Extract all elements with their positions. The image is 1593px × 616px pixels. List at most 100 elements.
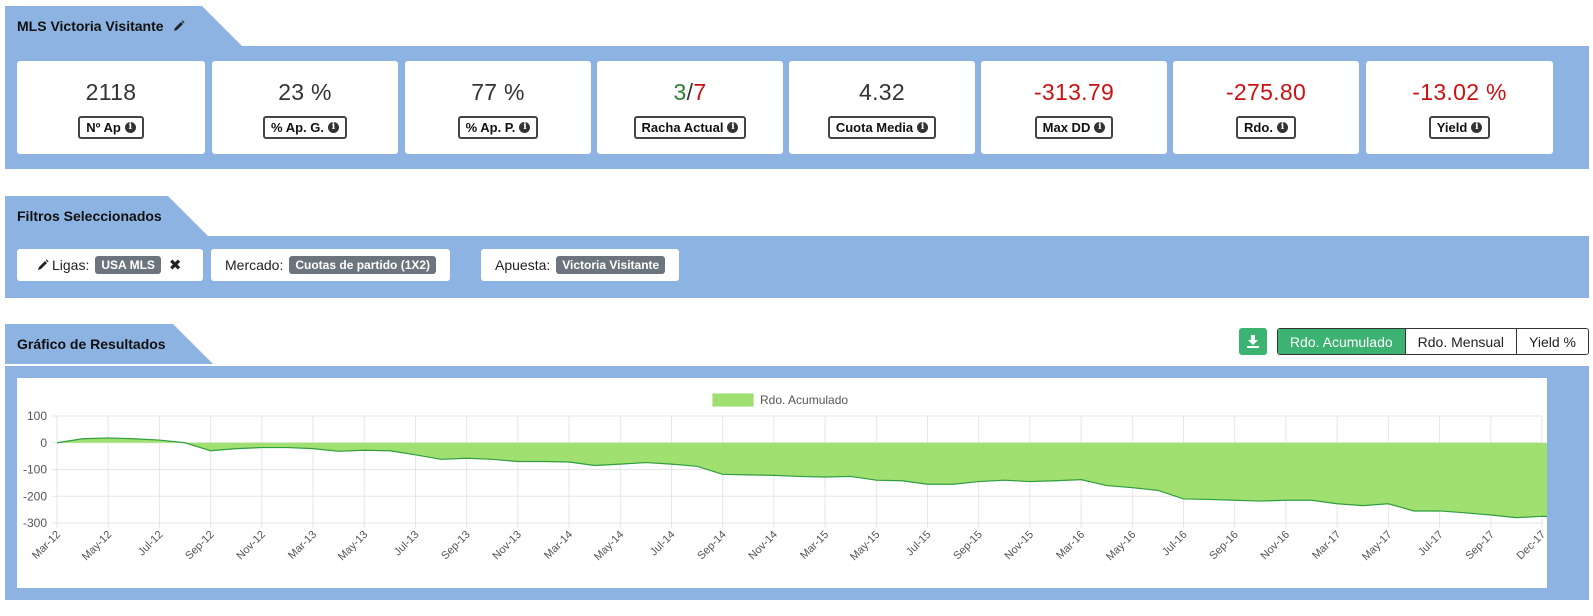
stat-label-button[interactable]: Cuota Media i bbox=[827, 116, 937, 139]
stat-label-button[interactable]: Yield i bbox=[1428, 116, 1491, 139]
chart-panel: 100 0 -100 -200 -300 Mar-12 May-12 Jul-12 Sep-12… bbox=[5, 366, 1589, 600]
stat-value: 77 % bbox=[471, 79, 525, 105]
stat-card-won-pct: 23 % % Ap. G. i bbox=[212, 61, 398, 154]
mode-monthly-button[interactable]: Rdo. Mensual bbox=[1404, 329, 1517, 354]
stats-panel: 2118 Nº Ap i 23 % % Ap. G. i 77 % % Ap. P.… bbox=[5, 46, 1589, 169]
stat-value: 4.32 bbox=[859, 79, 905, 105]
x-tick-label: May-12 bbox=[80, 529, 114, 563]
mode-yield-button[interactable]: Yield % bbox=[1516, 329, 1588, 354]
chart-toolbar: Rdo. Acumulado Rdo. Mensual Yield % bbox=[1238, 328, 1589, 355]
streak-won: 3 bbox=[673, 79, 687, 105]
x-tick-label: Sep-13 bbox=[439, 529, 473, 563]
filter-bet[interactable]: Apuesta: Victoria Visitante bbox=[481, 249, 680, 281]
stat-value: 23 % bbox=[278, 79, 332, 105]
stat-value: 3/7 bbox=[674, 79, 707, 106]
info-icon: i bbox=[917, 122, 929, 133]
x-tick-label: Mar-12 bbox=[30, 529, 63, 562]
stat-label-button[interactable]: Nº Ap i bbox=[78, 116, 144, 139]
chart-title: Gráfico de Resultados bbox=[17, 336, 166, 352]
stat-label-button[interactable]: Max DD i bbox=[1034, 116, 1114, 139]
pencil-icon[interactable] bbox=[173, 20, 185, 32]
stat-card-lost-pct: 77 % % Ap. P. i bbox=[405, 61, 591, 154]
x-tick-label: Jul-14 bbox=[648, 529, 678, 559]
y-tick-label: -200 bbox=[23, 489, 47, 503]
x-tick-label: Nov-15 bbox=[1002, 529, 1036, 563]
info-icon: i bbox=[1471, 122, 1483, 133]
x-tick-label: Jul-13 bbox=[392, 529, 422, 559]
x-tick-label: Mar-14 bbox=[542, 529, 575, 562]
stat-card-yield: -13.02 % Yield i bbox=[1366, 61, 1553, 154]
x-tick-label: Mar-17 bbox=[1310, 529, 1343, 562]
filters-panel: Ligas: USA MLS ✖ Mercado: Cuotas de part… bbox=[5, 236, 1589, 298]
legend-label: Rdo. Acumulado bbox=[760, 393, 848, 407]
stat-value: 2118 bbox=[85, 79, 137, 105]
chart-container: 100 0 -100 -200 -300 Mar-12 May-12 Jul-12 Sep-12… bbox=[17, 378, 1547, 588]
download-button[interactable] bbox=[1238, 328, 1267, 355]
info-icon: i bbox=[1276, 122, 1288, 133]
legend-swatch bbox=[712, 393, 754, 407]
stat-card-streak: 3/7 Racha Actual i bbox=[597, 61, 783, 154]
y-tick-label: -100 bbox=[23, 463, 47, 477]
stat-card-max-dd: -313.79 Max DD i bbox=[981, 61, 1167, 154]
x-tick-label: Dec-17 bbox=[1515, 529, 1547, 563]
x-tick-label: May-15 bbox=[848, 529, 882, 563]
x-tick-label: Sep-12 bbox=[183, 529, 217, 563]
x-tick-label: May-16 bbox=[1104, 529, 1138, 563]
stat-card-bets: 2118 Nº Ap i bbox=[17, 61, 205, 154]
stat-value: -275.80 bbox=[1225, 79, 1307, 105]
x-tick-label: May-14 bbox=[592, 529, 626, 563]
x-tick-label: Sep-14 bbox=[695, 529, 729, 563]
y-tick-label: -300 bbox=[23, 516, 47, 530]
streak-separator: / bbox=[686, 79, 694, 105]
x-tick-label: Sep-15 bbox=[951, 529, 985, 563]
stat-label-button[interactable]: Rdo. i bbox=[1236, 116, 1296, 139]
filter-value-badge: USA MLS bbox=[95, 256, 161, 274]
stat-label-button[interactable]: Racha Actual i bbox=[633, 116, 747, 139]
filter-value-badge: Cuotas de partido (1X2) bbox=[289, 256, 437, 274]
x-tick-label: May-17 bbox=[1360, 529, 1394, 563]
filter-market[interactable]: Mercado: Cuotas de partido (1X2) bbox=[211, 249, 451, 281]
close-icon[interactable]: ✖ bbox=[168, 257, 182, 274]
streak-lost: 7 bbox=[693, 79, 707, 105]
filter-value-badge: Victoria Visitante bbox=[556, 256, 666, 274]
filters-tab: Filtros Seleccionados bbox=[5, 196, 208, 236]
chart-mode-toggle: Rdo. Acumulado Rdo. Mensual Yield % bbox=[1276, 328, 1589, 355]
stat-card-avg-odds: 4.32 Cuota Media i bbox=[789, 61, 975, 154]
x-tick-label: Jul-15 bbox=[904, 529, 934, 559]
filters-title: Filtros Seleccionados bbox=[17, 208, 162, 224]
y-tick-label: 100 bbox=[27, 409, 47, 423]
x-tick-label: Mar-15 bbox=[798, 529, 831, 562]
x-tick-label: May-13 bbox=[336, 529, 370, 563]
info-icon: i bbox=[519, 122, 531, 133]
filter-label: Mercado: bbox=[225, 257, 284, 273]
pencil-icon[interactable] bbox=[37, 259, 49, 271]
x-tick-label: Nov-12 bbox=[234, 529, 268, 563]
info-icon: i bbox=[727, 122, 739, 133]
stat-label-button[interactable]: % Ap. P. i bbox=[457, 116, 539, 139]
x-tick-label: Mar-13 bbox=[286, 529, 319, 562]
x-tick-label: Mar-16 bbox=[1054, 529, 1087, 562]
series-line-rdo-acumulado bbox=[56, 437, 1547, 519]
stat-value: -13.02 % bbox=[1412, 79, 1507, 105]
filter-label: Ligas: bbox=[52, 257, 90, 273]
chart-tab: Gráfico de Resultados bbox=[5, 324, 213, 364]
stats-tab: MLS Victoria Visitante bbox=[5, 6, 242, 46]
x-tick-label: Nov-14 bbox=[746, 529, 780, 563]
download-icon bbox=[1246, 335, 1259, 348]
x-tick-label: Sep-17 bbox=[1463, 529, 1497, 563]
mode-cumulative-button[interactable]: Rdo. Acumulado bbox=[1277, 329, 1405, 354]
info-icon: i bbox=[1094, 122, 1106, 133]
x-tick-label: Jul-17 bbox=[1416, 529, 1446, 559]
x-tick-label: Jul-12 bbox=[136, 529, 166, 559]
filter-label: Apuesta: bbox=[495, 257, 551, 273]
stat-value: -313.79 bbox=[1033, 79, 1115, 105]
info-icon: i bbox=[327, 122, 339, 133]
x-tick-label: Nov-13 bbox=[490, 529, 524, 563]
stats-title: MLS Victoria Visitante bbox=[17, 18, 164, 34]
x-tick-label: Nov-16 bbox=[1259, 529, 1293, 563]
filter-leagues[interactable]: Ligas: USA MLS ✖ bbox=[17, 249, 203, 281]
x-tick-label: Jul-16 bbox=[1160, 529, 1190, 559]
stat-label-button[interactable]: % Ap. G. i bbox=[263, 116, 347, 139]
y-tick-label: 0 bbox=[40, 436, 47, 450]
